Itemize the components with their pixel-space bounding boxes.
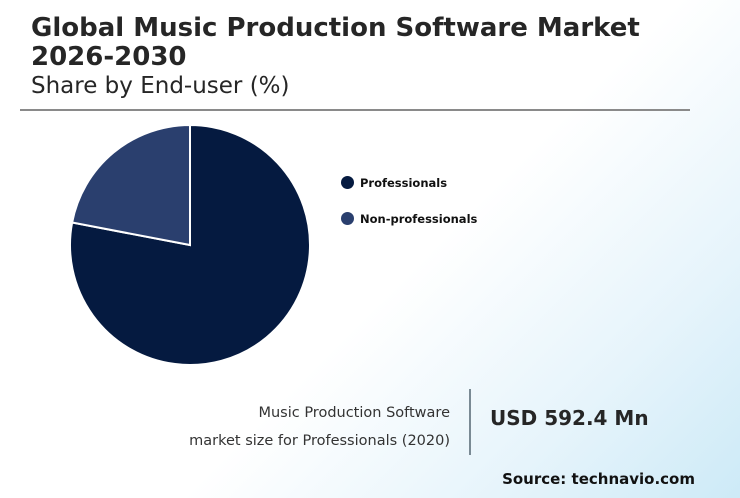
chart-subtitle: Share by End-user (%) bbox=[31, 73, 290, 99]
legend-swatch-non-professionals bbox=[341, 212, 354, 225]
legend-item-non-professionals: Non-professionals bbox=[341, 211, 477, 226]
pie-chart bbox=[69, 123, 311, 366]
stat-divider bbox=[469, 389, 471, 455]
source-credit: Source: technavio.com bbox=[502, 470, 695, 488]
legend-label-professionals: Professionals bbox=[360, 175, 448, 190]
legend-item-professionals: Professionals bbox=[341, 175, 477, 190]
legend-label-non-professionals: Non-professionals bbox=[360, 211, 478, 226]
stat-description: Music Production Software market size fo… bbox=[189, 399, 450, 455]
stat-description-line2: market size for Professionals (2020) bbox=[189, 433, 450, 449]
stat-description-line1: Music Production Software bbox=[258, 405, 450, 421]
header-divider bbox=[20, 109, 690, 111]
chart-title: Global Music Production Software Market … bbox=[31, 13, 640, 72]
stat-value: USD 592.4 Mn bbox=[490, 406, 649, 430]
chart-legend: Professionals Non-professionals bbox=[341, 175, 477, 247]
legend-swatch-professionals bbox=[341, 176, 354, 189]
pie-slice-non-professionals bbox=[70, 123, 191, 247]
